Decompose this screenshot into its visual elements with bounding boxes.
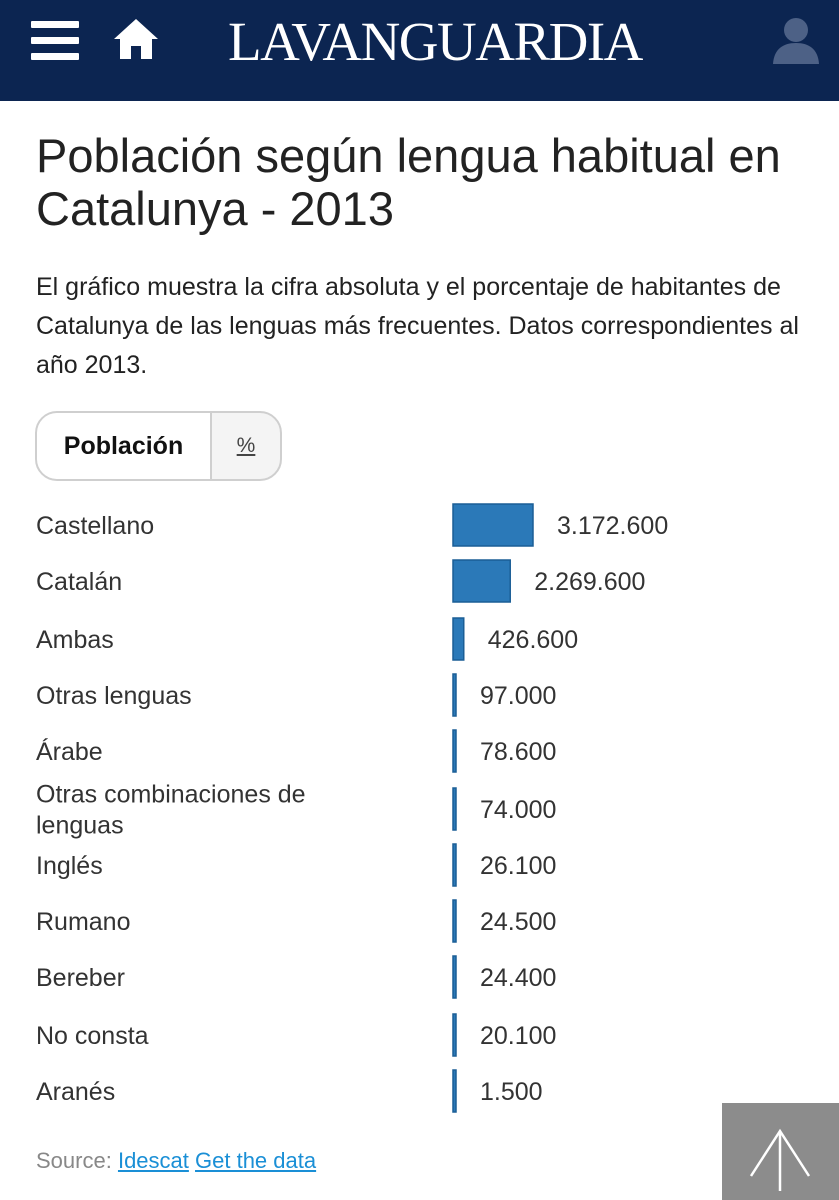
category-label: Árabe	[36, 737, 103, 766]
value-label: 26.100	[480, 852, 556, 880]
toggle-percent-button[interactable]: %	[236, 434, 256, 457]
value-label: 2.269.600	[534, 568, 645, 596]
bar	[452, 673, 457, 717]
value-label: 426.600	[488, 626, 578, 654]
user-icon[interactable]	[770, 14, 822, 66]
category-label: Otras lenguas	[36, 682, 192, 710]
scroll-top-button[interactable]	[722, 1103, 839, 1200]
top-navigation-bar: LAVANGUARDIA	[0, 0, 839, 101]
category-label: Rumano	[36, 908, 131, 936]
bar	[452, 843, 457, 887]
bar	[452, 729, 457, 773]
category-label: Catalán	[36, 568, 122, 596]
bar	[452, 955, 457, 999]
arrow-up-icon	[749, 1128, 811, 1191]
value-label: 97.000	[480, 682, 556, 710]
bar	[452, 787, 457, 831]
source-line: Source: Idescat Get the data	[36, 1148, 316, 1174]
toggle-poblacion-button[interactable]: Población	[37, 413, 212, 479]
value-label: 78.600	[480, 738, 556, 766]
value-label: 24.500	[480, 908, 556, 936]
chart-title: Población según lengua habitual en Catal…	[36, 129, 781, 235]
chart-description: El gráfico muestra la cifra absoluta y e…	[36, 273, 799, 379]
bar	[452, 1013, 457, 1057]
value-label: 1.500	[480, 1078, 543, 1106]
source-prefix: Source:	[36, 1148, 112, 1173]
view-toggle: Población %	[35, 411, 282, 481]
bar	[452, 559, 511, 603]
source-link[interactable]: Idescat	[117, 1148, 189, 1173]
bar	[452, 1069, 457, 1113]
category-label: Castellano	[36, 512, 154, 540]
category-label: Inglés	[36, 852, 103, 880]
category-label: Bereber	[36, 964, 125, 992]
value-label: 74.000	[480, 796, 556, 824]
menu-icon[interactable]	[31, 17, 81, 63]
bar	[452, 503, 534, 547]
site-logo[interactable]: LAVANGUARDIA	[228, 11, 643, 72]
bar	[452, 617, 465, 661]
category-label: Otras combinaciones de lenguas	[36, 781, 306, 840]
category-label: Aranés	[36, 1078, 115, 1106]
home-icon[interactable]	[112, 14, 160, 62]
value-label: 24.400	[480, 964, 556, 992]
category-label: No consta	[36, 1022, 149, 1050]
value-label: 3.172.600	[557, 512, 668, 540]
value-label: 20.100	[480, 1022, 556, 1050]
get-data-link[interactable]: Get the data	[195, 1148, 317, 1173]
bar	[452, 899, 457, 943]
category-label: Ambas	[36, 626, 114, 654]
